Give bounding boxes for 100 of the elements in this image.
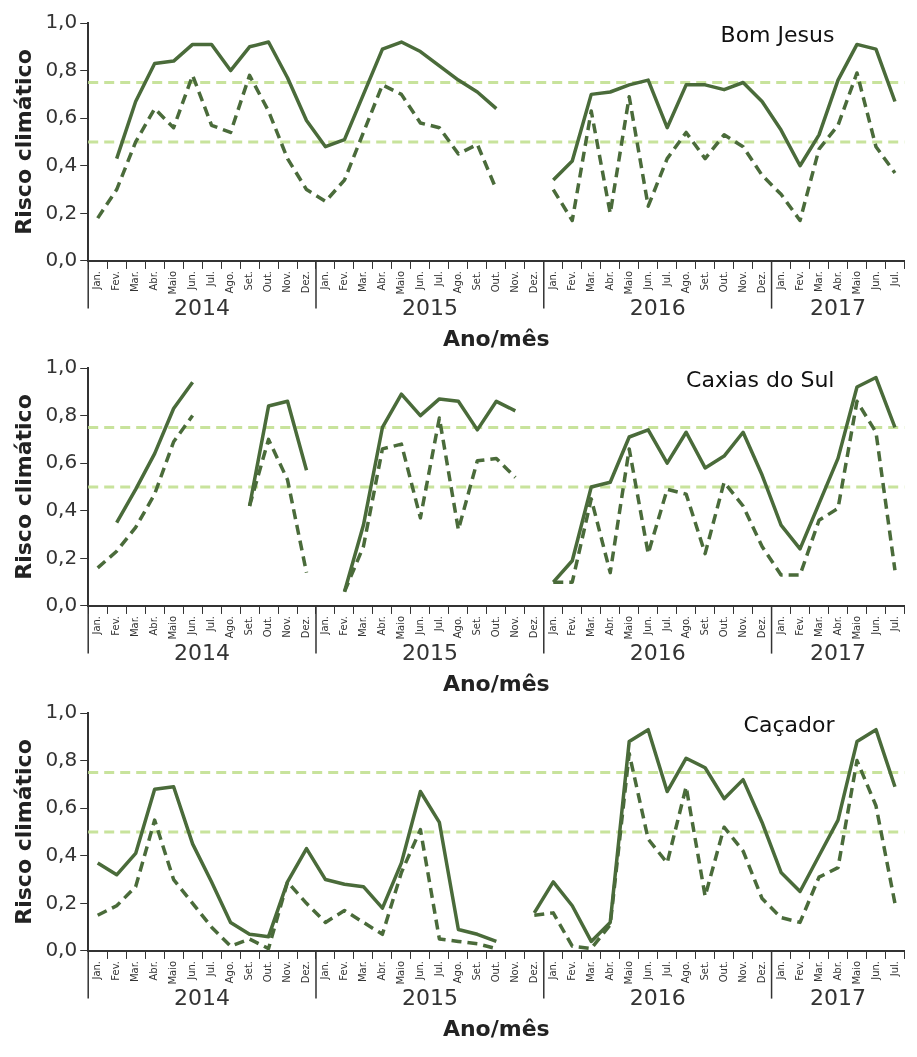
text: 2017 [810, 640, 867, 666]
x-tick-label: Maio [850, 270, 862, 295]
x-tick-label: Abr. [831, 270, 843, 291]
x-tick-label: Jun. [641, 615, 653, 636]
y-tick-label: 1,0 [45, 9, 78, 34]
x-tick-label: Jun. [413, 960, 425, 981]
text: 2015 [401, 295, 458, 321]
y-tick-label: 0,0 [45, 937, 78, 962]
x-tick-label: Jun. [413, 270, 425, 291]
x-tick-label: Ago. [451, 960, 463, 984]
x-tick-label: Dez. [755, 615, 767, 639]
x-tick-label: Ago. [679, 270, 691, 294]
x-tick-label: Fev. [110, 615, 122, 636]
x-tick-label: Set. [470, 960, 482, 981]
x-tick-label: Jul. [888, 615, 900, 633]
x-tick-label: Dez. [527, 270, 539, 294]
text: 2015 [401, 640, 458, 666]
x-tick-label: Abr. [376, 960, 388, 981]
x-tick-label: Maio [395, 615, 407, 640]
x-tick-label: Set. [243, 960, 255, 981]
x-tick-label: Out. [262, 270, 274, 293]
x-tick-label: Abr. [148, 270, 160, 291]
x-tick-label: Jan. [774, 960, 786, 981]
x-tick-label: Set. [243, 615, 255, 636]
text: 2014 [174, 640, 231, 666]
y-tick-label: 0,6 [45, 794, 78, 819]
x-tick-label: Ago. [224, 960, 236, 984]
x-tick-label: Fev. [565, 270, 577, 291]
x-tick-label: Out. [717, 615, 729, 638]
x-tick-label: Abr. [148, 960, 160, 981]
x-tick-label: Jul. [888, 960, 900, 978]
x-tick-label: Set. [470, 615, 482, 636]
text: 2016 [629, 295, 686, 321]
x-tick-label: Maio [622, 270, 634, 295]
x-tick-label: Fev. [565, 615, 577, 636]
x-tick-label: Jul. [660, 615, 672, 633]
x-tick-label: Mar. [129, 615, 141, 638]
x-tick-label: Jun. [869, 615, 881, 636]
x-axis-title: Ano/mês [442, 1015, 550, 1041]
x-tick-label: Set. [698, 270, 710, 291]
y-tick-label: 0,2 [45, 544, 78, 569]
text: 2017 [810, 295, 867, 321]
x-tick-label: Maio [622, 960, 634, 985]
x-tick-label: Mar. [129, 960, 141, 983]
y-tick-label: 0,4 [45, 841, 78, 866]
x-tick-label: Nov. [508, 270, 520, 293]
y-axis-title: Risco climático [10, 739, 36, 925]
x-tick-label: Jan. [319, 270, 331, 291]
x-tick-label: Jul. [205, 960, 217, 978]
x-tick-label: Dez. [300, 960, 312, 984]
x-tick-label: Fev. [338, 960, 350, 981]
x-tick-label: Maio [167, 270, 179, 295]
x-tick-label: Jan. [91, 270, 103, 291]
x-tick-label: Jan. [546, 615, 558, 636]
x-tick-label: Maio [850, 960, 862, 985]
text: 2017 [810, 985, 867, 1011]
y-axis-title: Risco climático [10, 394, 36, 580]
text: 2015 [401, 985, 458, 1011]
x-tick-label: Maio [622, 615, 634, 640]
x-tick-label: Jul. [205, 615, 217, 633]
x-tick-label: Jun. [641, 960, 653, 981]
x-tick-label: Ago. [679, 960, 691, 984]
chart-title: Caxias do Sul [686, 366, 835, 392]
x-tick-label: Jan. [91, 615, 103, 636]
x-tick-label: Out. [262, 960, 274, 983]
x-tick-label: Jun. [186, 270, 198, 291]
y-tick-label: 0,4 [45, 496, 78, 521]
x-tick-label: Abr. [603, 270, 615, 291]
text: 2014 [174, 295, 231, 321]
x-tick-label: Nov. [281, 270, 293, 293]
x-tick-label: Nov. [281, 615, 293, 638]
x-tick-label: Abr. [603, 615, 615, 636]
x-tick-label: Abr. [148, 615, 160, 636]
x-tick-label: Fev. [338, 615, 350, 636]
x-tick-label: Out. [717, 270, 729, 293]
x-tick-label: Maio [395, 960, 407, 985]
x-tick-label: Jun. [869, 960, 881, 981]
x-tick-label: Jul. [432, 270, 444, 288]
y-tick-label: 0,8 [45, 746, 78, 771]
x-tick-label: Mar. [812, 960, 824, 983]
x-tick-label: Mar. [129, 270, 141, 293]
x-tick-label: Jan. [774, 270, 786, 291]
x-tick-label: Mar. [357, 615, 369, 638]
x-tick-label: Dez. [527, 960, 539, 984]
x-tick-label: Jul. [888, 270, 900, 288]
x-tick-label: Jun. [413, 615, 425, 636]
x-tick-label: Mar. [812, 615, 824, 638]
x-tick-label: Mar. [357, 960, 369, 983]
x-tick-label: Dez. [300, 270, 312, 294]
x-tick-label: Mar. [357, 270, 369, 293]
x-tick-label: Set. [698, 615, 710, 636]
text: 2014 [174, 985, 231, 1011]
x-tick-label: Dez. [527, 615, 539, 639]
y-tick-label: 0,6 [45, 449, 78, 474]
x-tick-label: Dez. [300, 615, 312, 639]
x-tick-label: Nov. [281, 960, 293, 983]
text: 2016 [629, 640, 686, 666]
x-tick-label: Nov. [508, 960, 520, 983]
x-tick-label: Jun. [186, 960, 198, 981]
x-tick-label: Nov. [736, 615, 748, 638]
